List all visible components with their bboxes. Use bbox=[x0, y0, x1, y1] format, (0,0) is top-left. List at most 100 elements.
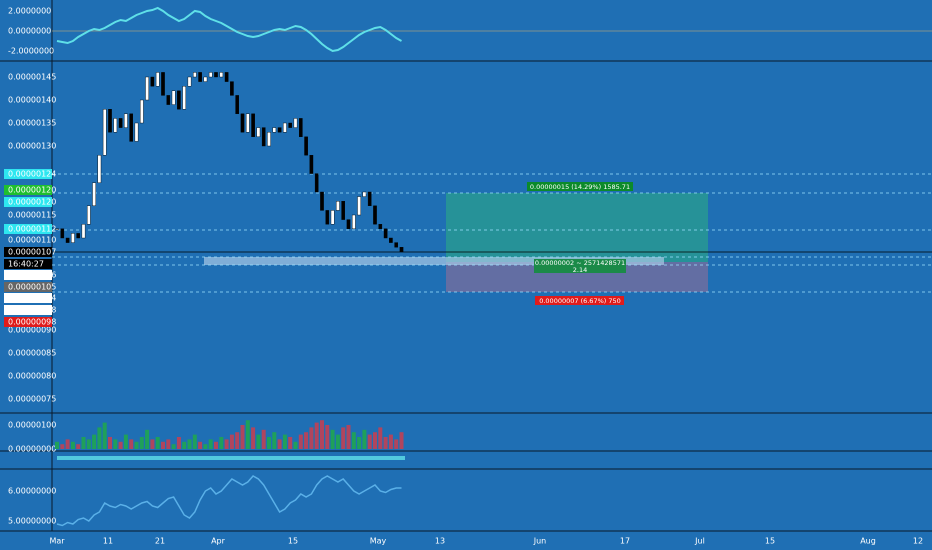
target-label-bg bbox=[527, 182, 633, 191]
candle bbox=[208, 72, 213, 78]
candle bbox=[203, 76, 208, 82]
candle bbox=[341, 200, 346, 220]
volume-bar bbox=[102, 422, 107, 449]
candle bbox=[267, 131, 271, 147]
price-tick-label: 0.00000140 bbox=[8, 96, 56, 105]
price-tag: 0.00000120 bbox=[8, 186, 56, 195]
volume-bar bbox=[224, 439, 229, 449]
volume-tick-label: 0.00000000 bbox=[8, 445, 56, 454]
volume-bar bbox=[176, 437, 181, 449]
target-label: 0.00000015 (14.29%) 1585.71 bbox=[530, 183, 630, 191]
volume-bar bbox=[256, 434, 261, 449]
price-tag-bg bbox=[4, 305, 52, 315]
price-tag-bg bbox=[4, 293, 52, 303]
volume-bar bbox=[320, 420, 324, 449]
price-tag-bg bbox=[4, 197, 52, 207]
volume-bar bbox=[60, 444, 65, 449]
volume-bar bbox=[399, 432, 404, 449]
volume-bar bbox=[373, 432, 377, 449]
ratio-value: 2.14 bbox=[573, 266, 587, 274]
candle bbox=[325, 210, 330, 225]
price-tag: 0.00000110 bbox=[8, 236, 56, 245]
price-tag: 16:40:27 bbox=[8, 260, 44, 269]
volume-bar bbox=[235, 432, 240, 449]
candle bbox=[230, 81, 234, 96]
volume-bar bbox=[304, 432, 309, 449]
candle bbox=[251, 113, 255, 138]
volume-bar bbox=[298, 434, 303, 449]
candle bbox=[129, 113, 134, 142]
candle bbox=[330, 210, 335, 225]
volume-bar bbox=[182, 441, 187, 449]
candle bbox=[394, 242, 399, 248]
candle bbox=[166, 95, 171, 105]
time-label: 13 bbox=[435, 537, 445, 546]
volume-bar bbox=[309, 427, 314, 449]
time-label: 12 bbox=[913, 537, 923, 546]
volume-bar bbox=[123, 434, 128, 449]
volume-bar bbox=[229, 434, 234, 449]
volume-bar bbox=[346, 425, 351, 449]
candle bbox=[71, 233, 75, 243]
volume-bar bbox=[357, 437, 362, 449]
volume-bar bbox=[208, 439, 213, 449]
candle bbox=[55, 228, 59, 231]
volume-bar bbox=[394, 439, 399, 449]
price-tag-bg bbox=[4, 185, 52, 195]
candle bbox=[102, 108, 107, 156]
price-tick-label: 0.00000085 bbox=[8, 349, 56, 358]
volume-bar bbox=[272, 432, 277, 449]
candle bbox=[362, 191, 367, 197]
candle bbox=[219, 72, 224, 78]
candle bbox=[65, 237, 70, 243]
time-label: 15 bbox=[765, 537, 775, 546]
candle bbox=[299, 118, 303, 138]
candle bbox=[336, 200, 340, 211]
candle bbox=[150, 76, 155, 87]
price-tag: 0.00000098 bbox=[8, 306, 56, 315]
price-tick-label: 0.00000135 bbox=[8, 119, 56, 128]
volume-bar bbox=[240, 425, 245, 449]
candle bbox=[235, 95, 240, 115]
osc-line bbox=[56, 6, 402, 53]
candle bbox=[145, 76, 149, 101]
volume-bar bbox=[129, 439, 134, 449]
osc-tick-label: -2.0000000 bbox=[8, 47, 54, 56]
volume-bar bbox=[86, 439, 91, 449]
price-tag: 0.00000112 bbox=[8, 225, 56, 234]
candle bbox=[139, 99, 144, 124]
volume-bar bbox=[134, 441, 139, 449]
volume-bar bbox=[81, 437, 86, 449]
entry-band bbox=[204, 257, 664, 265]
volume-bar bbox=[288, 437, 293, 449]
volume-bar bbox=[383, 437, 388, 449]
candle bbox=[81, 223, 86, 239]
candle bbox=[171, 90, 176, 105]
time-label: 21 bbox=[155, 537, 165, 546]
volume-bar bbox=[267, 437, 271, 449]
candle bbox=[277, 127, 282, 133]
lower-tick-label: 6.00000000 bbox=[8, 487, 56, 496]
candle bbox=[378, 223, 383, 229]
volume-bar bbox=[282, 434, 287, 449]
price-tag-bg bbox=[4, 282, 52, 292]
lower-line bbox=[56, 475, 402, 527]
price-tag-bg bbox=[4, 247, 52, 257]
volume-bar bbox=[388, 434, 393, 449]
candle bbox=[373, 205, 377, 225]
volume-bar bbox=[314, 422, 319, 449]
volume-bar bbox=[203, 444, 208, 449]
candle bbox=[161, 72, 165, 96]
time-label: 11 bbox=[103, 537, 113, 546]
volume-bar bbox=[245, 420, 250, 449]
volume-bar bbox=[145, 429, 150, 449]
volume-bar bbox=[155, 437, 160, 449]
price-tick-label: 0.00000130 bbox=[8, 142, 56, 151]
candle bbox=[155, 72, 160, 87]
ratio-label: 0.00000002 ~ 2571428571 bbox=[535, 259, 625, 267]
price-tag: 0.00000106 bbox=[8, 271, 56, 280]
volume-bar bbox=[335, 434, 340, 449]
candle bbox=[60, 228, 65, 239]
candle bbox=[352, 214, 356, 230]
volume-bar bbox=[362, 429, 367, 449]
